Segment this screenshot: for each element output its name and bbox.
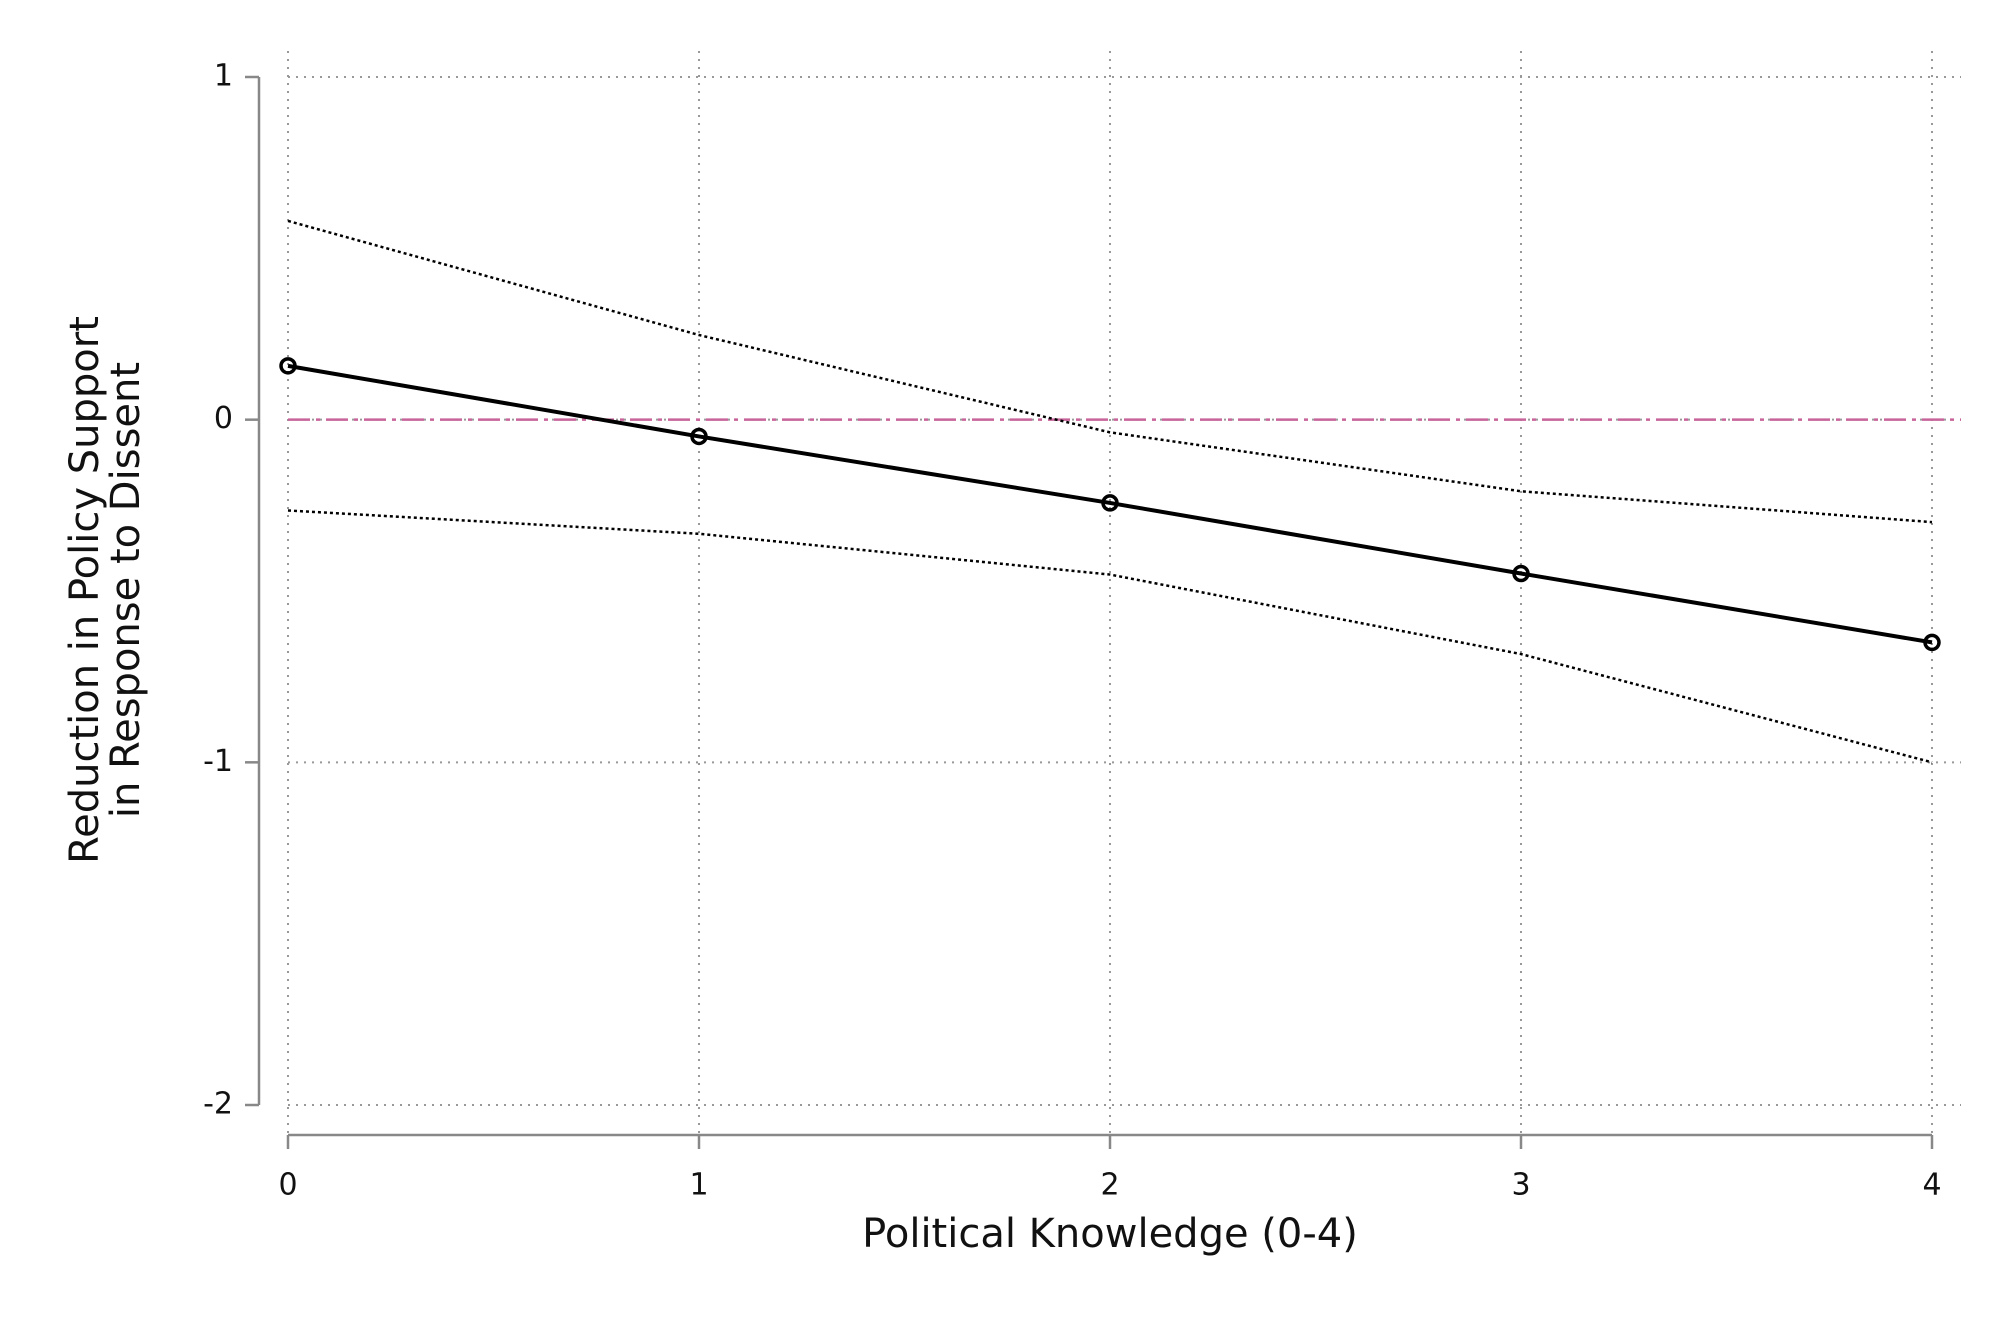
x-tick-label: 2 <box>1100 1168 1119 1203</box>
x-tick-label: 0 <box>278 1168 297 1203</box>
y-tick-label: 0 <box>214 401 233 436</box>
point <box>690 427 708 446</box>
ci-upper <box>287 219 1933 524</box>
y-tick-label: 1 <box>214 59 233 94</box>
x-tick-label: 3 <box>1511 1168 1530 1203</box>
y-axis-title: in Response to Dissent <box>103 362 149 818</box>
x-axis-title: Political Knowledge (0-4) <box>862 1211 1358 1257</box>
y-tick-label: -2 <box>203 1087 233 1122</box>
point <box>279 357 297 375</box>
y-tick-label: -1 <box>203 744 233 779</box>
y-axis-title: Reduction in Policy Support <box>62 316 108 864</box>
ci-lower <box>287 509 1933 764</box>
point <box>1101 494 1119 512</box>
point <box>1512 564 1530 583</box>
point <box>1923 633 1941 652</box>
estimate-line <box>287 363 1933 645</box>
x-tick-label: 1 <box>689 1168 708 1203</box>
x-tick-label: 4 <box>1922 1168 1941 1203</box>
